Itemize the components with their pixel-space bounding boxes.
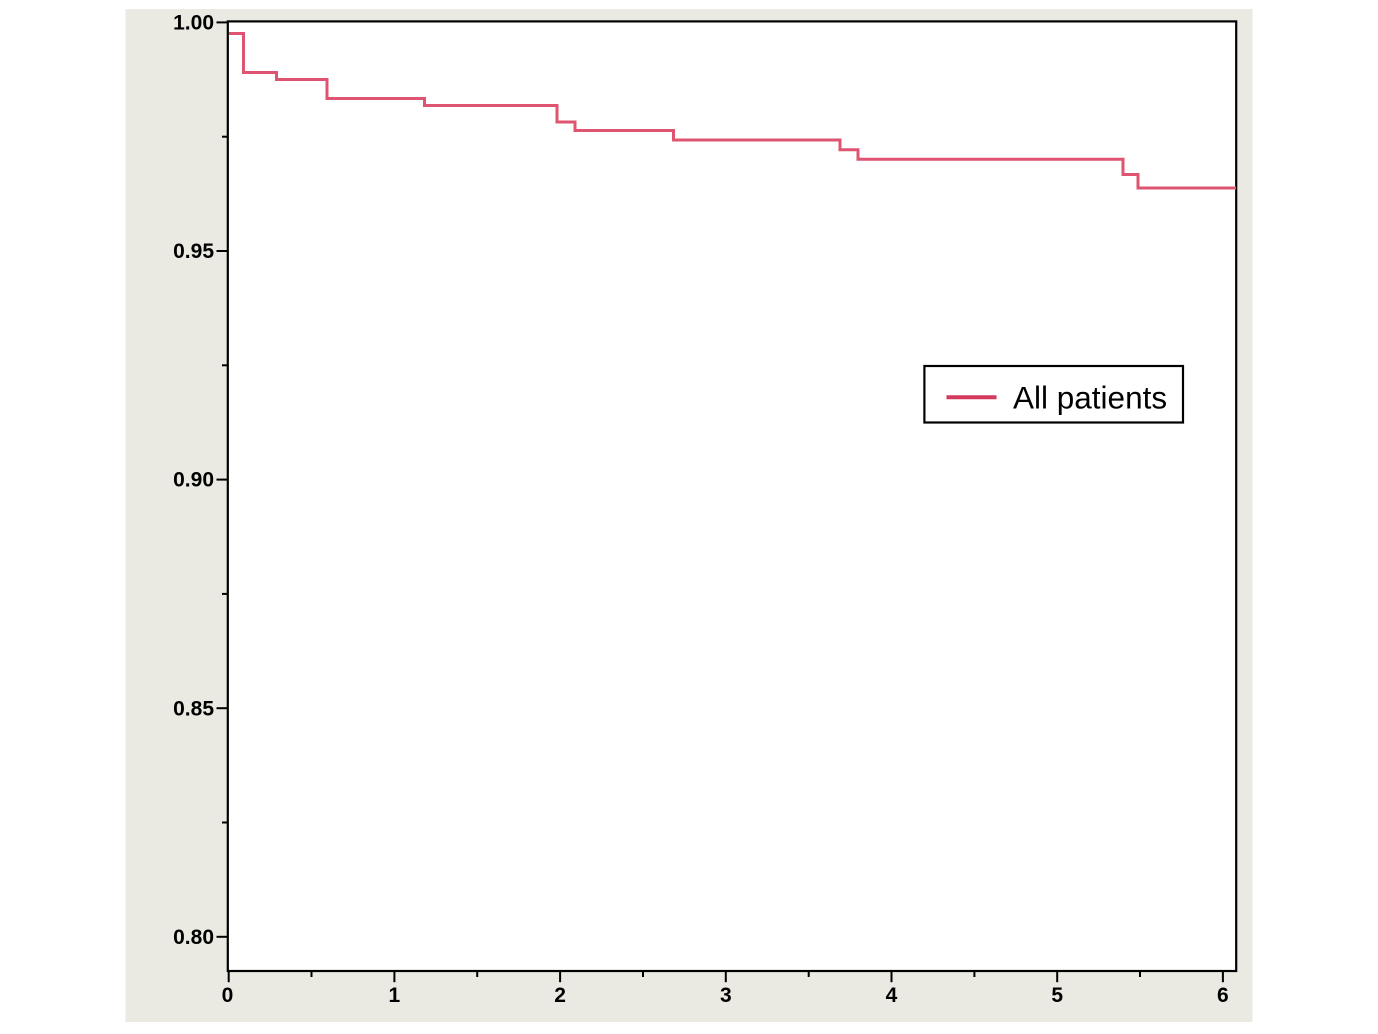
- svg-text:4: 4: [886, 984, 898, 1007]
- svg-text:2: 2: [554, 984, 566, 1007]
- svg-text:0.95: 0.95: [173, 240, 214, 263]
- svg-text:6: 6: [1217, 984, 1229, 1007]
- svg-text:0: 0: [222, 984, 234, 1007]
- svg-text:5: 5: [1051, 984, 1063, 1007]
- svg-text:0.85: 0.85: [173, 697, 214, 720]
- svg-text:1.00: 1.00: [173, 12, 214, 35]
- svg-text:0.80: 0.80: [173, 926, 214, 949]
- svg-text:All patients: All patients: [1013, 380, 1167, 416]
- svg-text:0.90: 0.90: [173, 469, 214, 492]
- svg-text:3: 3: [720, 984, 732, 1007]
- svg-text:1: 1: [389, 984, 401, 1007]
